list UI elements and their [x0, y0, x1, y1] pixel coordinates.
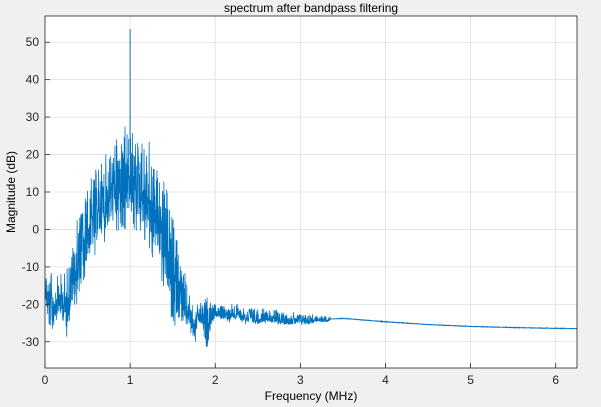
x-tick-label: 2: [212, 373, 219, 387]
y-tick-label: 50: [26, 35, 40, 49]
x-tick-label: 6: [552, 373, 559, 387]
y-tick-label: 40: [26, 73, 40, 87]
y-tick-label: 0: [32, 222, 39, 236]
grid: [44, 16, 577, 368]
x-tick-label: 1: [127, 373, 134, 387]
y-axis: -30 -20 -10 0 10 20 30 40 50: [22, 35, 50, 349]
y-tick-label: 10: [26, 185, 40, 199]
x-tick-label: 4: [382, 373, 389, 387]
y-tick-label: 30: [26, 110, 40, 124]
x-tick-label: 3: [297, 373, 304, 387]
y-axis-label: Magnitude (dB): [4, 151, 18, 233]
x-tick-label: 5: [467, 373, 474, 387]
y-tick-label: -20: [22, 297, 40, 311]
x-axis-label: Frequency (MHz): [265, 389, 358, 403]
y-tick-label: 20: [26, 148, 40, 162]
series-line-spectrum: [44, 126, 578, 348]
y-tick-label: -10: [22, 260, 40, 274]
y-tick-label: -30: [22, 335, 40, 349]
x-axis: 0 1 2 3 4 5 6: [42, 363, 559, 387]
plot-area: [44, 29, 578, 348]
chart-title: spectrum after bandpass filtering: [224, 1, 398, 15]
x-tick-label: 0: [42, 373, 49, 387]
